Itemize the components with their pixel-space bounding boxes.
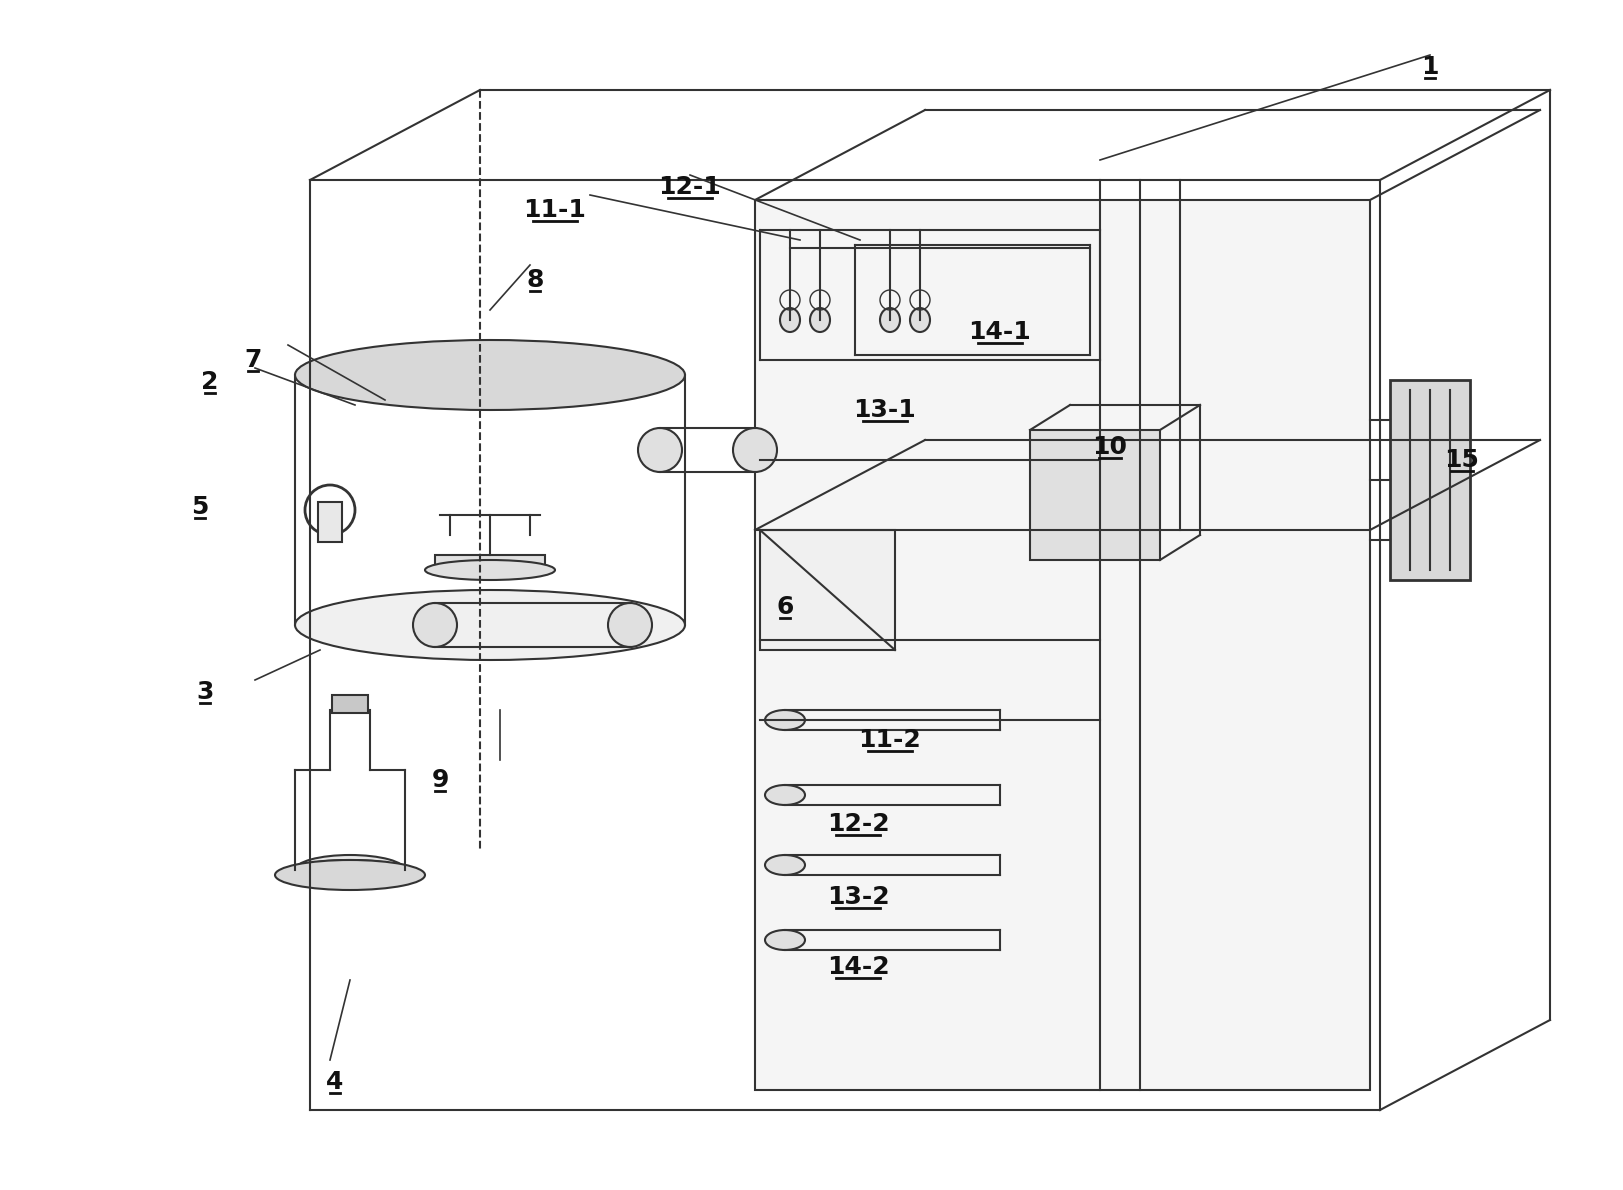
Ellipse shape: [764, 785, 805, 804]
Text: 6: 6: [776, 595, 794, 619]
Bar: [331, 695, 368, 713]
Bar: [760, 530, 894, 650]
Ellipse shape: [607, 603, 651, 647]
Text: 14-2: 14-2: [826, 956, 889, 979]
Bar: [435, 555, 545, 570]
Text: 9: 9: [432, 768, 448, 793]
Text: 13-2: 13-2: [826, 885, 889, 909]
Ellipse shape: [295, 340, 685, 411]
Text: 10: 10: [1092, 436, 1126, 459]
Text: 12-2: 12-2: [826, 812, 889, 837]
Ellipse shape: [810, 308, 829, 332]
Text: 11-1: 11-1: [523, 198, 586, 223]
Ellipse shape: [295, 854, 404, 885]
Text: 13-1: 13-1: [854, 397, 915, 422]
Ellipse shape: [764, 931, 805, 950]
Text: 2: 2: [201, 370, 219, 394]
Text: 8: 8: [526, 268, 544, 292]
Ellipse shape: [880, 308, 899, 332]
Ellipse shape: [732, 428, 776, 472]
Text: 3: 3: [196, 679, 214, 704]
Text: 5: 5: [192, 495, 209, 519]
Text: 12-1: 12-1: [659, 175, 721, 199]
Ellipse shape: [412, 603, 456, 647]
Ellipse shape: [764, 854, 805, 875]
Text: 1: 1: [1420, 55, 1438, 79]
Bar: [1029, 430, 1159, 560]
Ellipse shape: [274, 860, 425, 890]
Bar: [1389, 380, 1469, 580]
Ellipse shape: [764, 710, 805, 729]
Bar: [755, 200, 1370, 1090]
Text: 14-1: 14-1: [967, 320, 1031, 344]
Ellipse shape: [425, 560, 555, 580]
Ellipse shape: [909, 308, 930, 332]
Ellipse shape: [638, 428, 682, 472]
Text: 4: 4: [326, 1070, 344, 1094]
Text: 15: 15: [1444, 447, 1479, 472]
Bar: [318, 502, 342, 541]
Text: 7: 7: [243, 347, 261, 372]
Ellipse shape: [295, 590, 685, 660]
Ellipse shape: [779, 308, 800, 332]
Text: 11-2: 11-2: [859, 728, 920, 752]
